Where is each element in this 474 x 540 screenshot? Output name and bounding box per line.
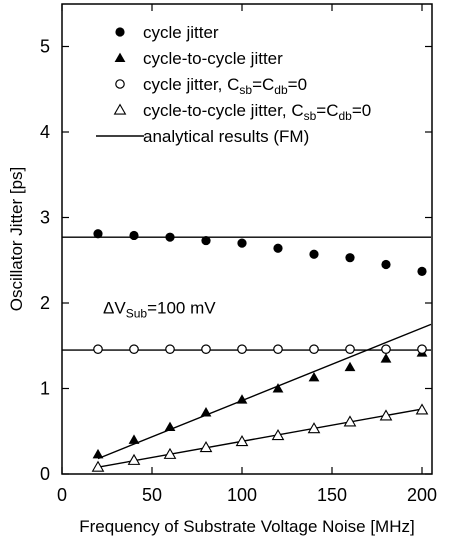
plot-frame (61, 3, 433, 475)
point-series3-3 (165, 344, 175, 354)
point-series3-9 (381, 344, 391, 354)
x-tick-label-200: 200 (407, 485, 437, 505)
point-series4-10 (415, 403, 429, 415)
point-series3-1 (93, 344, 103, 354)
point-series2-9 (380, 353, 392, 363)
legend-marker-3 (115, 79, 125, 89)
point-series2-7 (308, 371, 320, 382)
y-tick-label-4: 4 (40, 122, 50, 142)
point-series1-3 (165, 232, 175, 242)
point-series4-9 (379, 409, 393, 421)
point-series2-2 (128, 434, 140, 444)
point-series3-2 (129, 344, 139, 354)
point-series4-2 (127, 453, 141, 465)
point-series1-4 (201, 235, 211, 246)
analytical-line-3 (97, 323, 432, 460)
point-series4-7 (307, 422, 321, 434)
point-series4-6 (271, 429, 285, 441)
x-axis-label: Frequency of Substrate Voltage Noise [MH… (79, 517, 414, 536)
point-series3-6 (273, 344, 283, 354)
y-tick-label-5: 5 (40, 37, 50, 57)
point-series2-4 (200, 407, 212, 417)
legend-label-3: cycle jitter, Csb=Cdb=0 (143, 75, 307, 97)
data-points (91, 229, 429, 472)
point-series1-10 (417, 266, 427, 276)
legend-label-4: cycle-to-cycle jitter, Csb=Cdb=0 (143, 101, 371, 123)
point-series4-4 (199, 440, 213, 453)
analytical-line-4 (97, 408, 423, 468)
point-series1-9 (381, 259, 391, 270)
point-series3-4 (201, 344, 211, 354)
y-tick-label-0: 0 (40, 464, 50, 484)
point-series4-8 (343, 415, 357, 427)
y-tick-label-2: 2 (40, 293, 50, 313)
point-series4-3 (163, 447, 177, 459)
legend-label-5: analytical results (FM) (143, 127, 309, 146)
point-series4-1 (91, 460, 105, 472)
point-series2-1 (92, 448, 104, 459)
point-series2-8 (344, 361, 356, 372)
point-series4-5 (235, 435, 249, 447)
point-series3-8 (345, 344, 355, 354)
x-tick-label-0: 0 (57, 485, 67, 505)
point-series1-6 (273, 243, 283, 253)
y-tick-label-1: 1 (40, 379, 50, 399)
x-tick-label-150: 150 (317, 485, 347, 505)
point-series1-1 (93, 229, 103, 239)
point-series1-5 (237, 238, 247, 248)
point-series2-6 (272, 383, 284, 393)
point-series2-5 (236, 394, 248, 404)
point-series2-3 (164, 421, 176, 432)
legend-marker-1 (115, 27, 125, 37)
point-series1-2 (129, 230, 139, 241)
legend-marker-4 (113, 103, 127, 115)
analytical-lines (62, 236, 432, 468)
x-tick-label-100: 100 (227, 485, 257, 505)
legend-label-2: cycle-to-cycle jitter (143, 49, 283, 68)
legend-label-1: cycle jitter (143, 23, 219, 42)
point-series3-7 (309, 344, 319, 354)
delta-v-annotation: ΔVSub=100 mV (103, 298, 216, 320)
point-series1-7 (309, 249, 319, 259)
legend-marker-2 (114, 52, 126, 63)
point-series3-10 (417, 344, 427, 354)
legend: cycle jitter cycle-to-cycle jitter cycle j… (96, 23, 371, 146)
point-series1-8 (345, 253, 355, 263)
point-series3-5 (237, 344, 247, 354)
axis-ticks: 0 50 100 150 200 0 1 2 3 4 5 (40, 4, 437, 505)
y-tick-label-3: 3 (40, 208, 50, 228)
y-axis-label: Oscillator Jitter [ps] (7, 167, 26, 312)
x-tick-label-50: 50 (142, 485, 162, 505)
